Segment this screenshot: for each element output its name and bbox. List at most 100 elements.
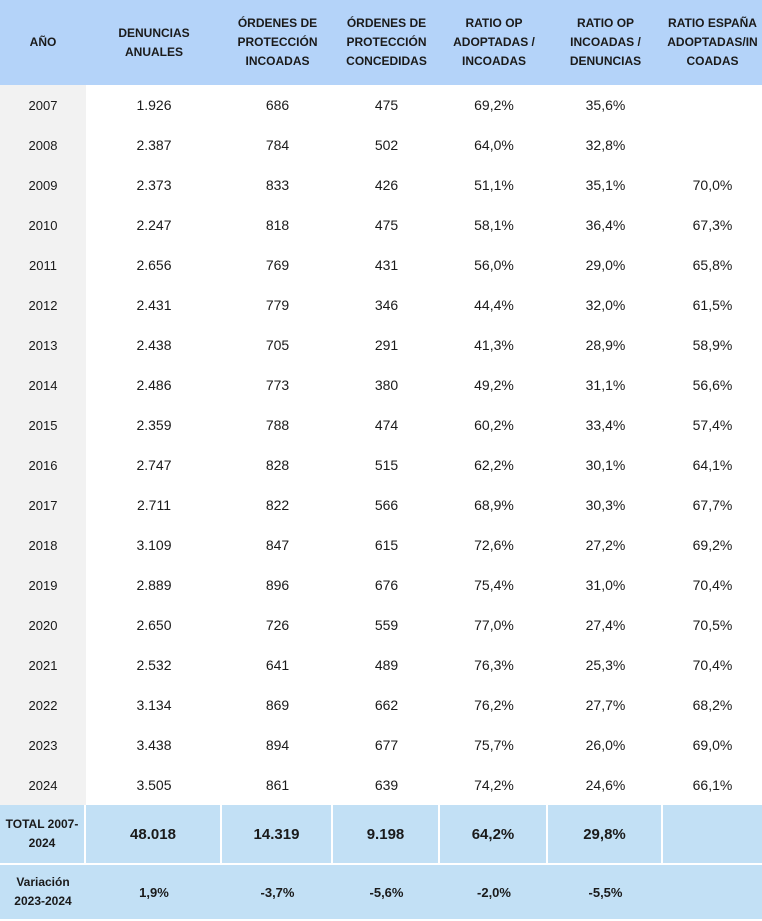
table-cell: 68,2% <box>692 697 733 713</box>
row-label: 2016 <box>0 445 86 485</box>
table-cell: 779 <box>265 297 290 313</box>
table-row: 2018 3.109 847 615 72,6% 27,2% 69,2% <box>0 525 762 565</box>
table-cell: 57,4% <box>692 417 733 433</box>
table-row: 2010 2.247 818 475 58,1% 36,4% 67,3% <box>0 205 762 245</box>
table-row: 2021 2.532 641 489 76,3% 25,3% 70,4% <box>0 645 762 685</box>
table-cell: 2.650 <box>136 617 172 633</box>
table-cell: 726 <box>265 617 290 633</box>
table-cell: 49,2% <box>474 377 514 393</box>
table-cell: 833 <box>265 177 290 193</box>
table-cell: 475 <box>374 217 399 233</box>
table-cell: 60,2% <box>474 417 514 433</box>
table-cell: 31,1% <box>585 377 626 393</box>
table-row: 2011 2.656 769 431 56,0% 29,0% 65,8% <box>0 245 762 285</box>
table-cell: 2.711 <box>137 497 171 513</box>
table-cell: 828 <box>265 457 290 473</box>
table-cell <box>663 805 762 865</box>
table-cell: 62,2% <box>474 457 514 473</box>
row-label: 2009 <box>0 165 86 205</box>
table-cell: 489 <box>374 657 399 673</box>
table-row: 2015 2.359 788 474 60,2% 33,4% 57,4% <box>0 405 762 445</box>
table-cell: 35,6% <box>585 97 626 113</box>
table-cell: 28,9% <box>585 337 626 353</box>
table-cell: 2.747 <box>136 457 172 473</box>
row-label: 2023 <box>0 725 86 765</box>
table-cell: 380 <box>374 377 399 393</box>
row-label: 2013 <box>0 325 86 365</box>
table-cell: 72,6% <box>474 537 514 553</box>
table-row: 2008 2.387 784 502 64,0% 32,8% <box>0 125 762 165</box>
table-cell: 639 <box>374 777 399 793</box>
table-cell: 69,2% <box>692 537 733 553</box>
row-label: TOTAL 2007-2024 <box>0 805 86 865</box>
table-row: 2023 3.438 894 677 75,7% 26,0% 69,0% <box>0 725 762 765</box>
column-header: AÑO <box>0 0 86 85</box>
table-cell <box>663 85 762 125</box>
table-cell: 70,0% <box>692 177 733 193</box>
row-label: 2012 <box>0 285 86 325</box>
table-cell: 2.247 <box>136 217 172 233</box>
table-cell: 56,6% <box>692 377 733 393</box>
table-cell: 662 <box>374 697 399 713</box>
table-cell: 2.532 <box>136 657 172 673</box>
table-cell: 66,1% <box>692 777 733 793</box>
table-row: 2009 2.373 833 426 51,1% 35,1% 70,0% <box>0 165 762 205</box>
table-cell: 2.656 <box>136 257 172 273</box>
table-cell: 676 <box>374 577 399 593</box>
table-cell: 896 <box>265 577 290 593</box>
table-cell: 2.438 <box>136 337 172 353</box>
table-cell: 36,4% <box>585 217 626 233</box>
total-row: TOTAL 2007-2024 48.018 14.319 9.198 64,2% 29,… <box>0 805 762 865</box>
table-cell: 32,0% <box>585 297 626 313</box>
row-label: 2008 <box>0 125 86 165</box>
table-row: 2013 2.438 705 291 41,3% 28,9% 58,9% <box>0 325 762 365</box>
table-cell: 818 <box>265 217 290 233</box>
row-label: 2011 <box>0 245 86 285</box>
table-row: 2022 3.134 869 662 76,2% 27,7% 68,2% <box>0 685 762 725</box>
table-cell: 2.431 <box>136 297 172 313</box>
table-row: 2012 2.431 779 346 44,4% 32,0% 61,5% <box>0 285 762 325</box>
table-cell: 3.109 <box>136 537 172 553</box>
row-label: 2019 <box>0 565 86 605</box>
table-cell: 61,5% <box>692 297 733 313</box>
table-cell: 64,0% <box>474 137 514 153</box>
table-cell: 70,4% <box>692 657 733 673</box>
table-cell: 25,3% <box>585 657 626 673</box>
table-cell: 2.889 <box>136 577 172 593</box>
table-cell: 64,2% <box>440 805 548 865</box>
table-cell: 686 <box>265 97 290 113</box>
table-cell: -2,0% <box>440 865 548 919</box>
table-cell: 29,8% <box>548 805 663 865</box>
table-cell: 2.359 <box>136 417 172 433</box>
table-cell: 784 <box>265 137 290 153</box>
column-header: ÓRDENES DE PROTECCIÓN CONCEDIDAS <box>333 0 440 85</box>
table-row: 2016 2.747 828 515 62,2% 30,1% 64,1% <box>0 445 762 485</box>
row-label: 2015 <box>0 405 86 445</box>
table-cell: 474 <box>374 417 399 433</box>
table-cell: 475 <box>374 97 399 113</box>
table-cell: 35,1% <box>585 177 626 193</box>
table-row: 2014 2.486 773 380 49,2% 31,1% 56,6% <box>0 365 762 405</box>
column-header: RATIO ESPAÑA ADOPTADAS/INCOADAS <box>663 0 762 85</box>
row-label: Variación 2023-2024 <box>0 865 86 919</box>
table-cell: 502 <box>374 137 399 153</box>
table-cell: 2.387 <box>136 137 172 153</box>
table-cell: 69,2% <box>474 97 514 113</box>
table-cell: 14.319 <box>222 805 333 865</box>
table-cell: 847 <box>265 537 290 553</box>
table-cell: 822 <box>265 497 290 513</box>
table-cell: 44,4% <box>474 297 514 313</box>
table-cell: 30,1% <box>585 457 626 473</box>
column-header: RATIO OP INCOADAS / DENUNCIAS <box>548 0 663 85</box>
table-cell: 677 <box>374 737 399 753</box>
table-cell: 64,1% <box>692 457 733 473</box>
row-label: 2017 <box>0 485 86 525</box>
table-cell: 615 <box>374 537 399 553</box>
row-label: 2010 <box>0 205 86 245</box>
table-cell: 426 <box>374 177 399 193</box>
table-cell: 33,4% <box>585 417 626 433</box>
table-cell: 67,7% <box>692 497 733 513</box>
table-cell: 27,7% <box>585 697 626 713</box>
table-cell: 76,3% <box>474 657 514 673</box>
table-cell <box>663 865 762 919</box>
